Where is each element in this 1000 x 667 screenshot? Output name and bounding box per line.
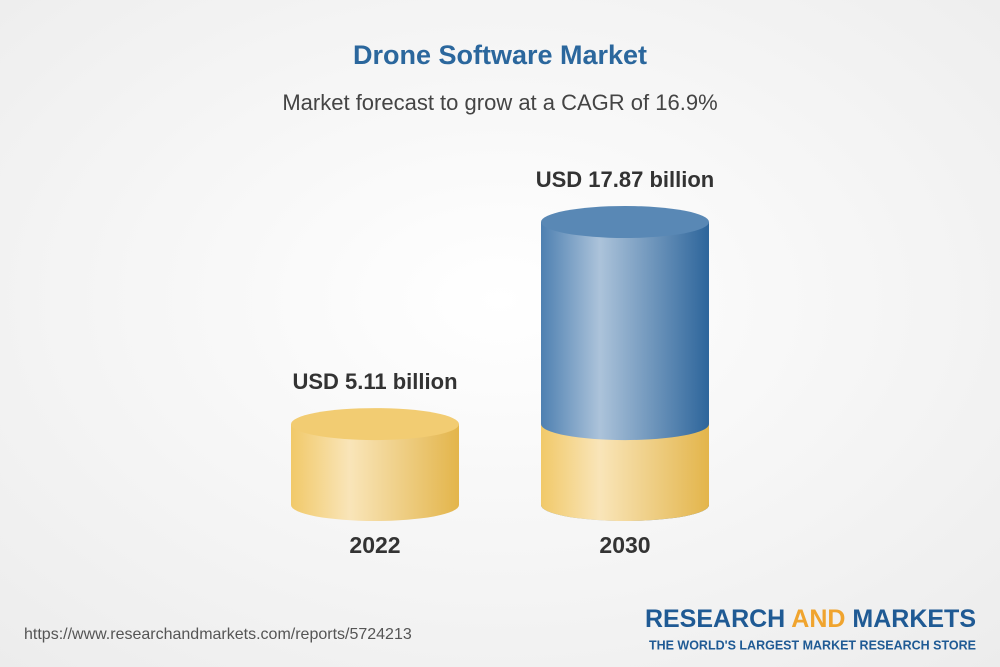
cylinder-top <box>291 408 459 441</box>
brand-tagline: THE WORLD'S LARGEST MARKET RESEARCH STOR… <box>649 638 976 652</box>
source-url: https://www.researchandmarkets.com/repor… <box>24 626 412 643</box>
brand-word: MARKETS <box>852 605 976 633</box>
value-label: USD 17.87 billion <box>536 167 715 192</box>
chart-subtitle: Market forecast to grow at a CAGR of 16.… <box>282 90 717 115</box>
cylinder-top <box>541 206 709 238</box>
cylinder-body <box>291 424 459 521</box>
brand-logo: RESEARCH AND MARKETS <box>645 605 976 633</box>
brand-word: AND <box>791 605 845 633</box>
category-label: 2030 <box>599 532 650 558</box>
category-label: 2022 <box>349 532 400 558</box>
cylinder-base-segment <box>541 424 709 521</box>
value-label: USD 5.11 billion <box>292 369 457 394</box>
chart-title: Drone Software Market <box>353 40 647 70</box>
brand-word: RESEARCH <box>645 605 785 633</box>
